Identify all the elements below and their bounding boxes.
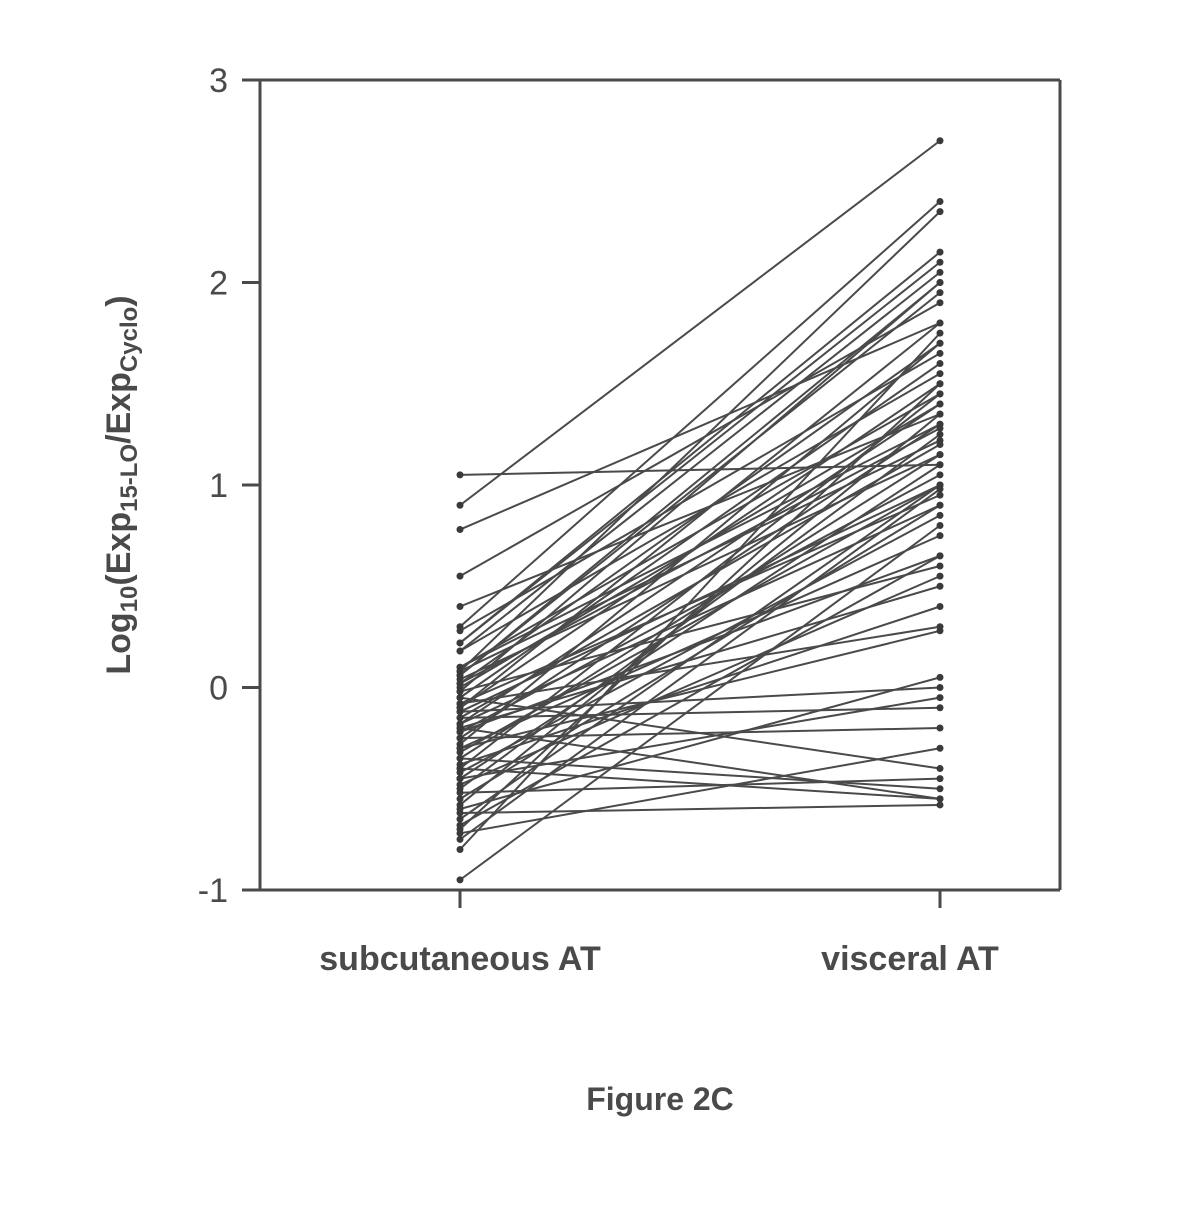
x-label-visceral: visceral AT bbox=[821, 940, 999, 978]
point-visceral bbox=[937, 486, 944, 493]
point-visceral bbox=[937, 370, 944, 377]
point-subcutaneous bbox=[457, 688, 464, 695]
point-subcutaneous bbox=[457, 603, 464, 610]
point-visceral bbox=[937, 785, 944, 792]
y-tick-label: -1 bbox=[198, 872, 228, 910]
pair-line bbox=[460, 333, 940, 849]
y-tick-label: 0 bbox=[209, 670, 228, 708]
point-visceral bbox=[937, 289, 944, 296]
point-subcutaneous bbox=[457, 694, 464, 701]
point-visceral bbox=[937, 360, 944, 367]
point-subcutaneous bbox=[457, 526, 464, 533]
point-visceral bbox=[937, 421, 944, 428]
point-subcutaneous bbox=[457, 648, 464, 655]
point-visceral bbox=[937, 492, 944, 499]
point-visceral bbox=[937, 259, 944, 266]
point-subcutaneous bbox=[457, 735, 464, 742]
svg-text:Log10(Exp15-LO/ExpCyclo): Log10(Exp15-LO/ExpCyclo) bbox=[100, 295, 143, 674]
point-subcutaneous bbox=[457, 639, 464, 646]
point-subcutaneous bbox=[457, 471, 464, 478]
pair-line bbox=[460, 323, 940, 530]
point-visceral bbox=[937, 249, 944, 256]
x-label-subcutaneous: subcutaneous AT bbox=[319, 940, 601, 978]
point-visceral bbox=[937, 795, 944, 802]
point-subcutaneous bbox=[457, 627, 464, 634]
point-visceral bbox=[937, 522, 944, 529]
pair-line bbox=[460, 805, 940, 813]
point-visceral bbox=[937, 725, 944, 732]
point-visceral bbox=[937, 411, 944, 418]
point-visceral bbox=[937, 461, 944, 468]
point-visceral bbox=[937, 512, 944, 519]
point-visceral bbox=[937, 330, 944, 337]
point-subcutaneous bbox=[457, 876, 464, 883]
point-visceral bbox=[937, 401, 944, 408]
point-visceral bbox=[937, 674, 944, 681]
data-lines bbox=[457, 137, 944, 883]
point-subcutaneous bbox=[457, 714, 464, 721]
point-subcutaneous bbox=[457, 775, 464, 782]
point-visceral bbox=[937, 583, 944, 590]
point-visceral bbox=[937, 694, 944, 701]
pair-line bbox=[460, 283, 940, 676]
point-subcutaneous bbox=[457, 769, 464, 776]
point-visceral bbox=[937, 704, 944, 711]
point-subcutaneous bbox=[457, 830, 464, 837]
point-subcutaneous bbox=[457, 795, 464, 802]
point-subcutaneous bbox=[457, 729, 464, 736]
point-visceral bbox=[937, 208, 944, 215]
point-visceral bbox=[937, 502, 944, 509]
point-visceral bbox=[937, 320, 944, 327]
point-subcutaneous bbox=[457, 816, 464, 823]
y-tick-label: 1 bbox=[209, 467, 228, 505]
point-visceral bbox=[937, 279, 944, 286]
point-subcutaneous bbox=[457, 846, 464, 853]
pair-line bbox=[460, 677, 940, 809]
point-visceral bbox=[937, 801, 944, 808]
chart-region: -1 0 1 2 3 subcutaneous AT visceral AT Log10(Ex… bbox=[80, 60, 1120, 1170]
point-subcutaneous bbox=[457, 708, 464, 715]
point-subcutaneous bbox=[457, 749, 464, 756]
pair-line bbox=[460, 343, 940, 744]
point-subcutaneous bbox=[457, 502, 464, 509]
pair-line bbox=[460, 384, 940, 708]
point-visceral bbox=[937, 684, 944, 691]
point-visceral bbox=[937, 552, 944, 559]
point-visceral bbox=[937, 350, 944, 357]
point-visceral bbox=[937, 198, 944, 205]
pair-line bbox=[460, 323, 940, 708]
figure-caption: Figure 2C bbox=[586, 1081, 734, 1117]
point-visceral bbox=[937, 765, 944, 772]
point-visceral bbox=[937, 775, 944, 782]
point-visceral bbox=[937, 532, 944, 539]
point-subcutaneous bbox=[457, 789, 464, 796]
y-tick-label: 3 bbox=[209, 62, 228, 100]
point-subcutaneous bbox=[457, 810, 464, 817]
point-visceral bbox=[937, 563, 944, 570]
point-visceral bbox=[937, 137, 944, 144]
slopegraph-svg: -1 0 1 2 3 subcutaneous AT visceral AT Log10(Ex… bbox=[80, 60, 1120, 1170]
y-tick-label: 2 bbox=[209, 265, 228, 303]
point-visceral bbox=[937, 745, 944, 752]
point-visceral bbox=[937, 471, 944, 478]
point-subcutaneous bbox=[457, 573, 464, 580]
point-visceral bbox=[937, 380, 944, 387]
point-visceral bbox=[937, 627, 944, 634]
point-visceral bbox=[937, 603, 944, 610]
point-visceral bbox=[937, 340, 944, 347]
point-visceral bbox=[937, 390, 944, 397]
point-visceral bbox=[937, 451, 944, 458]
point-visceral bbox=[937, 573, 944, 580]
point-visceral bbox=[937, 431, 944, 438]
point-subcutaneous bbox=[457, 755, 464, 762]
point-subcutaneous bbox=[457, 836, 464, 843]
y-axis-label: Log10(Exp15-LO/ExpCyclo) bbox=[100, 295, 143, 674]
point-visceral bbox=[937, 299, 944, 306]
point-visceral bbox=[937, 441, 944, 448]
point-visceral bbox=[937, 269, 944, 276]
pair-line bbox=[460, 489, 940, 839]
